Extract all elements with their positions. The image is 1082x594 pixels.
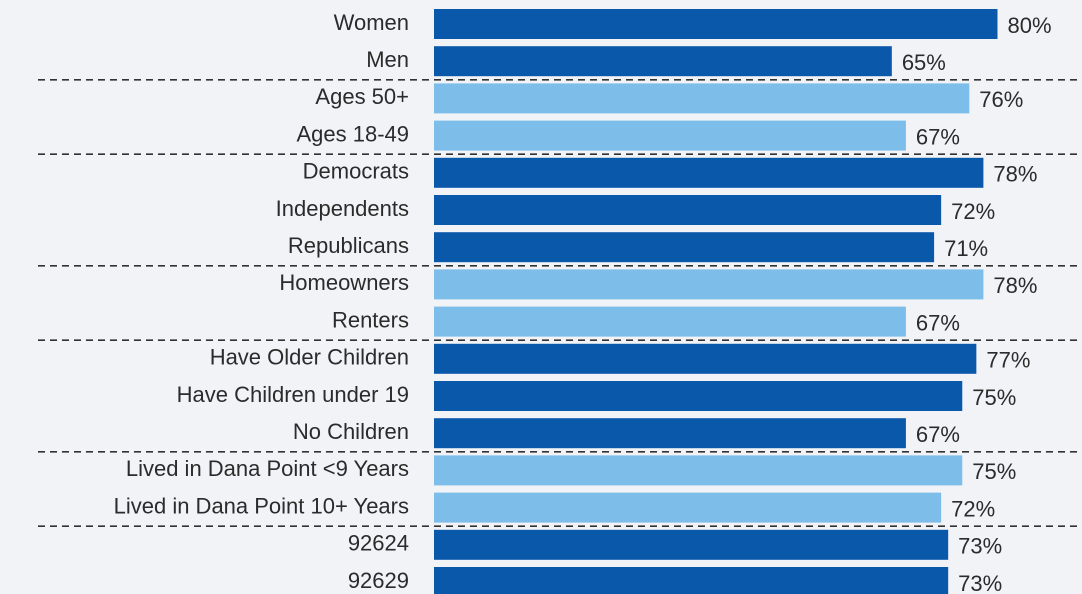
bar xyxy=(434,120,906,151)
bar xyxy=(434,381,963,411)
bar xyxy=(434,567,949,594)
bar xyxy=(434,46,892,77)
bar xyxy=(434,306,906,337)
bar xyxy=(434,195,942,225)
value-label: 75% xyxy=(972,385,1016,410)
value-label: 65% xyxy=(902,50,946,75)
category-label: Lived in Dana Point <9 Years xyxy=(126,456,409,481)
category-label: 92624 xyxy=(348,531,409,556)
category-label: Homeowners xyxy=(279,270,409,295)
category-label: 92629 xyxy=(348,568,409,593)
value-label: 67% xyxy=(916,422,960,447)
value-label: 76% xyxy=(979,87,1023,112)
value-label: 67% xyxy=(916,310,960,335)
bar xyxy=(434,529,949,560)
value-label: 67% xyxy=(916,124,960,149)
value-label: 71% xyxy=(944,236,988,261)
value-label: 75% xyxy=(972,459,1016,484)
value-label: 73% xyxy=(958,571,1002,594)
bar xyxy=(434,455,963,486)
category-label: Women xyxy=(334,10,409,35)
bar xyxy=(434,157,984,188)
category-label: Republicans xyxy=(288,233,409,258)
category-label: No Children xyxy=(293,419,409,444)
bar xyxy=(434,418,906,449)
bar xyxy=(434,232,935,263)
bar xyxy=(434,343,977,374)
bar xyxy=(434,9,998,39)
bar xyxy=(434,492,942,523)
value-label: 78% xyxy=(993,162,1037,187)
category-label: Renters xyxy=(332,307,409,332)
bar xyxy=(434,83,970,114)
value-label: 73% xyxy=(958,534,1002,559)
category-label: Men xyxy=(366,47,409,72)
category-label: Ages 18-49 xyxy=(296,121,409,146)
value-label: 72% xyxy=(951,199,995,224)
bar xyxy=(434,269,984,300)
value-label: 78% xyxy=(993,273,1037,298)
category-label: Lived in Dana Point 10+ Years xyxy=(114,493,409,518)
category-label: Independents xyxy=(276,196,409,221)
category-label: Ages 50+ xyxy=(315,84,409,109)
value-label: 80% xyxy=(1007,13,1051,38)
category-label: Democrats xyxy=(303,159,409,184)
category-label: Have Children under 19 xyxy=(177,382,409,407)
value-label: 77% xyxy=(986,348,1030,373)
value-label: 72% xyxy=(951,496,995,521)
category-label: Have Older Children xyxy=(210,345,409,370)
